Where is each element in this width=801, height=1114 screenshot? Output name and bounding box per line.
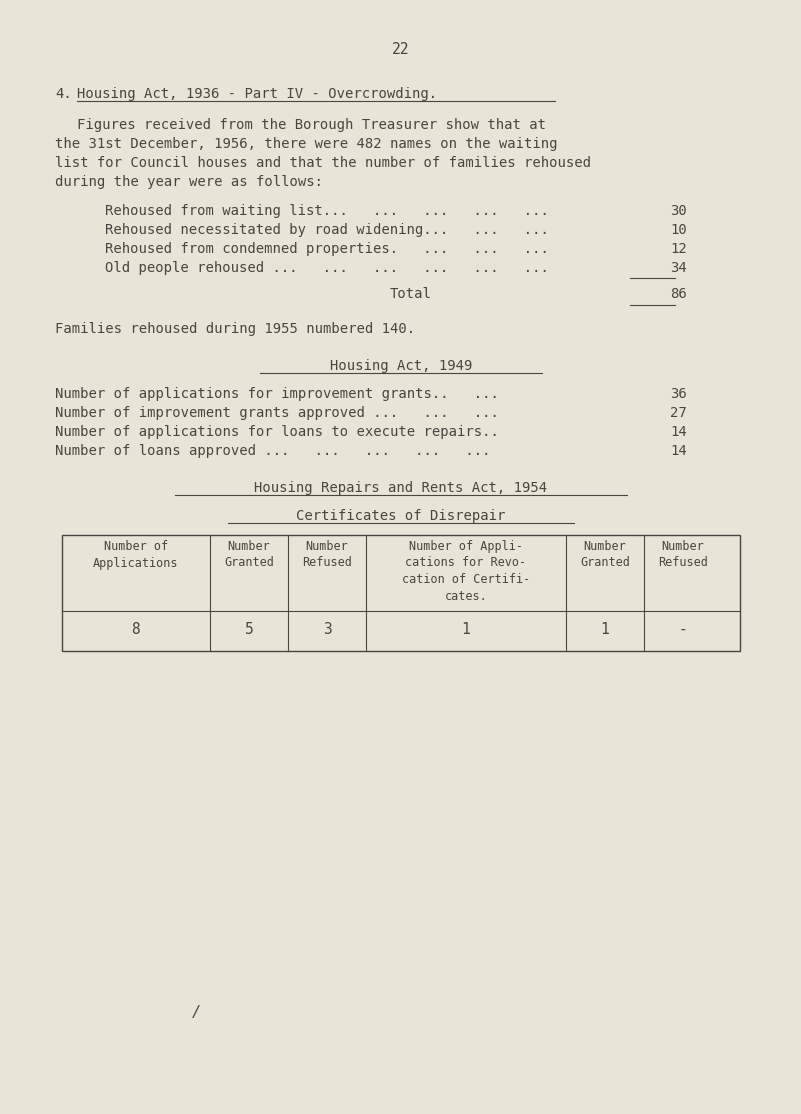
Text: Figures received from the Borough Treasurer show that at: Figures received from the Borough Treasu… [77, 118, 546, 131]
Text: /: / [192, 1005, 201, 1020]
Text: 14: 14 [670, 444, 686, 458]
Text: Total: Total [390, 287, 432, 301]
Text: Number of improvement grants approved ...   ...   ...: Number of improvement grants approved ..… [55, 405, 499, 420]
Text: 30: 30 [670, 204, 686, 218]
Text: Housing Repairs and Rents Act, 1954: Housing Repairs and Rents Act, 1954 [255, 481, 548, 495]
Text: 86: 86 [670, 287, 686, 301]
Text: 12: 12 [670, 242, 686, 256]
Text: 14: 14 [670, 426, 686, 439]
Text: 34: 34 [670, 261, 686, 275]
Text: Number of loans approved ...   ...   ...   ...   ...: Number of loans approved ... ... ... ...… [55, 444, 490, 458]
Text: Certificates of Disrepair: Certificates of Disrepair [296, 509, 505, 522]
Text: 10: 10 [670, 223, 686, 237]
Text: 3: 3 [323, 622, 332, 637]
Text: Families rehoused during 1955 numbered 140.: Families rehoused during 1955 numbered 1… [55, 322, 415, 336]
Text: Number of applications for loans to execute repairs..: Number of applications for loans to exec… [55, 426, 499, 439]
Text: Rehoused from condemned properties.   ...   ...   ...: Rehoused from condemned properties. ... … [105, 242, 549, 256]
Text: Number
Refused: Number Refused [658, 540, 708, 569]
Bar [62, 535, 740, 651]
Text: -: - [678, 622, 687, 637]
Text: list for Council houses and that the number of families rehoused: list for Council houses and that the num… [55, 156, 591, 170]
Text: during the year were as follows:: during the year were as follows: [55, 175, 323, 189]
Text: Number of applications for improvement grants..   ...: Number of applications for improvement g… [55, 387, 499, 401]
Text: Old people rehoused ...   ...   ...   ...   ...   ...: Old people rehoused ... ... ... ... ... … [105, 261, 549, 275]
Text: 1: 1 [461, 622, 470, 637]
Text: Housing Act, 1949: Housing Act, 1949 [330, 359, 472, 373]
Text: 36: 36 [670, 387, 686, 401]
Text: Number of Appli-
cations for Revo-
cation of Certifi-
cates.: Number of Appli- cations for Revo- catio… [402, 540, 530, 603]
Text: 4.: 4. [55, 87, 72, 101]
Text: Number
Refused: Number Refused [302, 540, 352, 569]
Text: Number
Granted: Number Granted [224, 540, 274, 569]
Text: Housing Act, 1936 - Part IV - Overcrowding.: Housing Act, 1936 - Part IV - Overcrowdi… [77, 87, 437, 101]
Text: 1: 1 [601, 622, 610, 637]
Text: Rehoused from waiting list...   ...   ...   ...   ...: Rehoused from waiting list... ... ... ..… [105, 204, 549, 218]
Text: 5: 5 [244, 622, 253, 637]
Text: Number of
Applications: Number of Applications [93, 540, 179, 569]
Text: Rehoused necessitated by road widening...   ...   ...: Rehoused necessitated by road widening..… [105, 223, 549, 237]
Text: 22: 22 [392, 42, 410, 57]
Text: 8: 8 [131, 622, 140, 637]
Text: 27: 27 [670, 405, 686, 420]
Text: Number
Granted: Number Granted [580, 540, 630, 569]
Text: the 31st December, 1956, there were 482 names on the waiting: the 31st December, 1956, there were 482 … [55, 137, 557, 152]
